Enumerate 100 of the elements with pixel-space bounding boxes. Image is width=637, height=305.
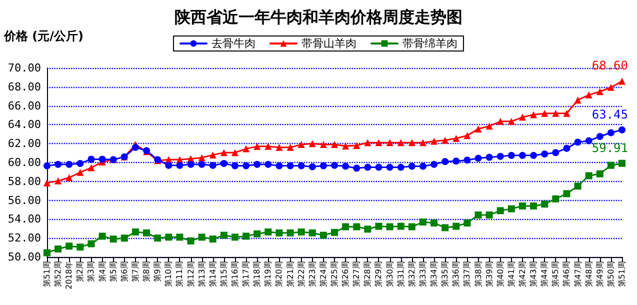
x-tick-label: 第51周 <box>618 261 626 288</box>
x-tick-label: 第7周 <box>130 261 140 282</box>
point <box>198 234 206 241</box>
point <box>496 118 504 125</box>
point <box>276 162 283 170</box>
point <box>286 144 294 151</box>
point <box>264 228 272 236</box>
point <box>44 162 50 170</box>
point <box>66 242 73 250</box>
x-tick-label: 第18周 <box>252 261 262 288</box>
point <box>375 139 382 146</box>
point <box>231 162 238 170</box>
x-tick-label: 第52周 <box>54 261 63 288</box>
point <box>442 136 449 144</box>
point <box>386 139 394 146</box>
point <box>496 152 504 160</box>
point <box>508 205 515 212</box>
point <box>76 160 84 167</box>
point <box>464 132 471 140</box>
point <box>176 162 184 169</box>
point <box>442 158 449 166</box>
point <box>154 234 162 242</box>
point <box>220 149 228 156</box>
point <box>98 156 106 163</box>
y-tick-label: 66.00 <box>8 99 41 112</box>
point <box>264 160 272 168</box>
point <box>165 162 172 169</box>
point <box>486 154 493 161</box>
point <box>54 160 62 168</box>
point <box>386 164 394 171</box>
point <box>132 144 139 151</box>
point <box>530 111 538 118</box>
point <box>254 142 261 150</box>
point <box>508 118 515 125</box>
point <box>254 160 261 168</box>
point <box>198 160 206 168</box>
point <box>408 139 416 146</box>
point <box>286 162 294 170</box>
point <box>452 158 460 165</box>
point <box>518 114 526 121</box>
x-tick-label: 第2周 <box>76 261 85 282</box>
point <box>254 230 261 238</box>
point <box>110 236 117 243</box>
point <box>607 84 614 91</box>
point <box>242 162 250 170</box>
x-tick-label: 第5周 <box>108 261 118 282</box>
point <box>552 110 560 117</box>
x-tick-label: 第21周 <box>286 261 295 288</box>
point <box>132 228 139 236</box>
point <box>231 234 238 241</box>
legend-label: 带骨绵羊肉 <box>402 37 458 50</box>
point <box>375 164 382 171</box>
point <box>187 237 194 244</box>
y-tick-label: 70.00 <box>8 62 41 74</box>
point <box>618 78 626 85</box>
point <box>486 211 493 218</box>
point <box>364 226 372 233</box>
x-tick-label: 第13周 <box>197 261 206 288</box>
point <box>331 141 338 148</box>
point <box>496 207 504 214</box>
point <box>596 133 604 140</box>
y-tick-label: 60.00 <box>8 156 41 169</box>
x-tick-label: 2018年 <box>64 261 74 290</box>
chart-title: 陕西省近一年牛肉和羊肉价格周度走势图 <box>174 8 462 26</box>
x-tick-label: 第8周 <box>142 261 152 282</box>
point <box>596 170 604 178</box>
point <box>442 224 449 232</box>
point <box>88 240 95 248</box>
point <box>66 160 73 168</box>
point <box>320 141 327 148</box>
x-tick-label: 第47周 <box>573 261 582 288</box>
x-tick-label: 第49周 <box>595 261 604 288</box>
y-tick-label: 50.00 <box>8 250 41 264</box>
x-tick-label: 第39周 <box>484 261 494 288</box>
point <box>342 142 350 150</box>
point <box>574 138 582 146</box>
y-tick-label: 52.00 <box>8 232 41 245</box>
point <box>54 177 62 184</box>
point <box>176 234 184 241</box>
x-tick-label: 第51周 <box>42 261 52 288</box>
x-tick-label: 第11周 <box>175 261 184 288</box>
point <box>585 172 592 180</box>
point <box>220 232 228 239</box>
x-tick-label: 第3周 <box>86 261 96 282</box>
legend-label: 带骨山羊肉 <box>302 37 356 50</box>
point <box>88 156 95 163</box>
point <box>585 91 592 98</box>
x-tick-label: 第24周 <box>318 261 328 288</box>
point <box>574 96 582 104</box>
x-tick-label: 第35周 <box>440 261 450 288</box>
point <box>408 223 416 230</box>
point <box>242 232 250 240</box>
point <box>486 122 493 130</box>
point <box>541 200 548 208</box>
point <box>320 162 327 170</box>
x-tick-label: 第46周 <box>562 261 572 288</box>
legend-label: 去骨牛肉 <box>212 37 256 50</box>
point <box>563 144 570 152</box>
point <box>419 162 426 170</box>
point <box>276 229 283 236</box>
